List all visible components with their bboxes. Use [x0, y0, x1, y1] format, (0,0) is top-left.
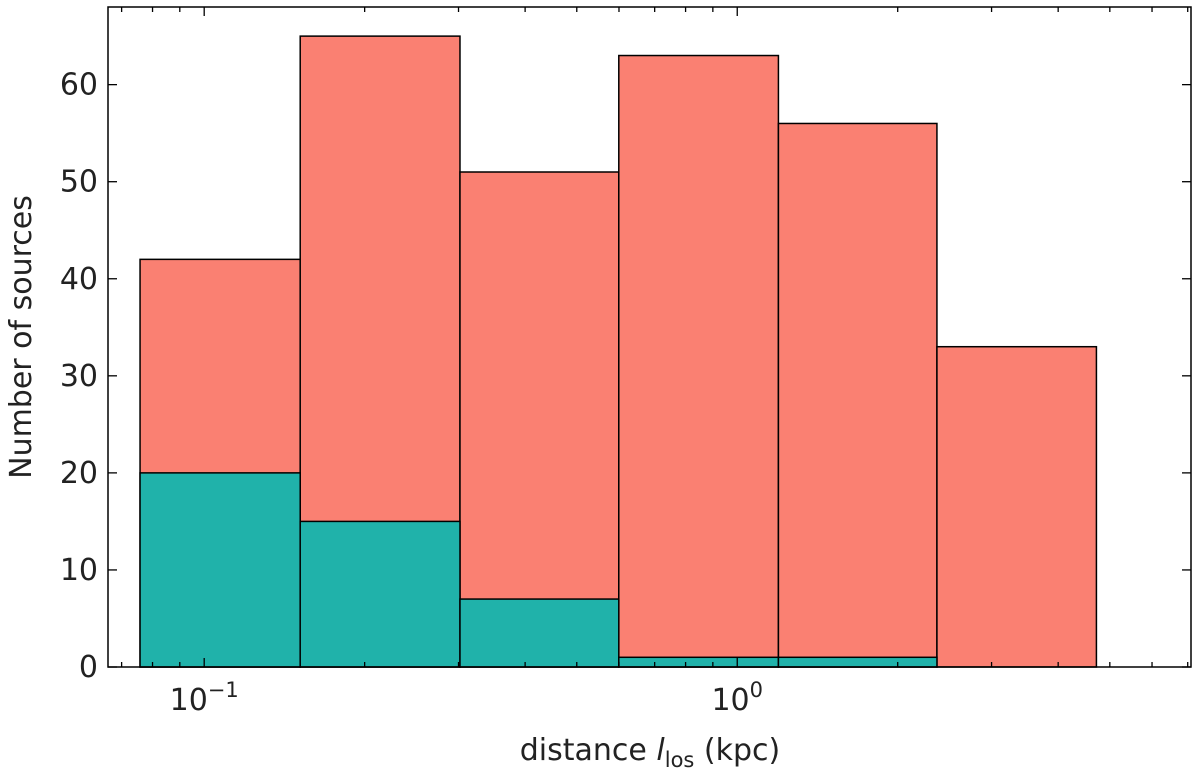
y-tick-label: 30 [60, 359, 98, 394]
bar-subset [618, 656, 780, 668]
y-tick-label: 0 [79, 650, 98, 685]
bar-all-sources [618, 54, 780, 668]
x-axis-label-text: distance [520, 733, 647, 768]
x-tick-label: 10−1 [170, 678, 239, 718]
x-tick-labels: 10−1 100 [170, 678, 763, 718]
x-axis-label-symbol: l [656, 733, 665, 768]
y-tick-label: 40 [60, 262, 98, 297]
y-axis-label: Number of sources [4, 195, 39, 479]
y-tick-label: 10 [60, 553, 98, 588]
y-tick-label: 60 [60, 68, 98, 103]
x-axis-label-unit: (kpc) [704, 733, 780, 768]
y-tick-label: 20 [60, 456, 98, 491]
bar-subset [459, 598, 620, 668]
bar-all-sources [936, 345, 1098, 668]
bar-subset [299, 520, 461, 668]
x-axis-label-subscript: los [665, 748, 695, 772]
bar-all-sources [459, 171, 620, 668]
x-tick-label: 100 [711, 678, 763, 718]
y-tick-label: 50 [60, 165, 98, 200]
y-tick-labels: 0 10 20 30 40 50 60 [60, 68, 98, 685]
x-axis-label: distance llos (kpc) [520, 733, 781, 775]
bar-all-sources [777, 122, 938, 668]
bar-subset [139, 472, 301, 668]
bar-subset [777, 656, 938, 668]
plot-frame [107, 6, 1192, 668]
axis-ticks [108, 7, 1191, 668]
